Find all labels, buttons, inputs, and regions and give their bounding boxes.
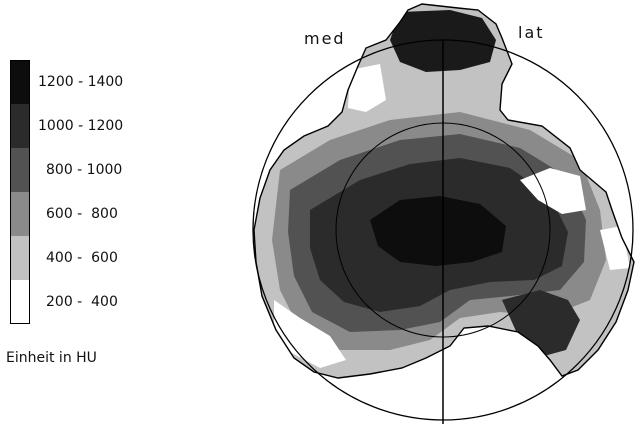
density-legend: 1200 - 1400 1000 - 1200 800 - 1000 600 -… xyxy=(8,60,178,324)
legend-swatch-800-1000 xyxy=(10,148,30,192)
density-map: med lat xyxy=(252,3,635,424)
unit-label: Einheit in HU xyxy=(6,350,97,366)
legend-label-600-800: 600 - 800 xyxy=(46,206,118,222)
legend-label-400-600: 400 - 600 xyxy=(46,250,118,266)
legend-swatch-400-600 xyxy=(10,236,30,280)
legend-swatch-600-800 xyxy=(10,192,30,236)
legend-swatch-1000-1200 xyxy=(10,104,30,148)
medial-label: med xyxy=(304,29,346,48)
legend-swatch-1200-1400 xyxy=(10,60,30,104)
lateral-label: lat xyxy=(518,23,545,42)
legend-swatch-200-400 xyxy=(10,280,30,324)
legend-label-1000-1200: 1000 - 1200 xyxy=(38,118,124,134)
legend-label-1200-1400: 1200 - 1400 xyxy=(38,74,124,90)
bone-outline xyxy=(253,3,635,379)
legend-label-800-1000: 800 - 1000 xyxy=(46,162,123,178)
legend-label-200-400: 200 - 400 xyxy=(46,294,118,310)
